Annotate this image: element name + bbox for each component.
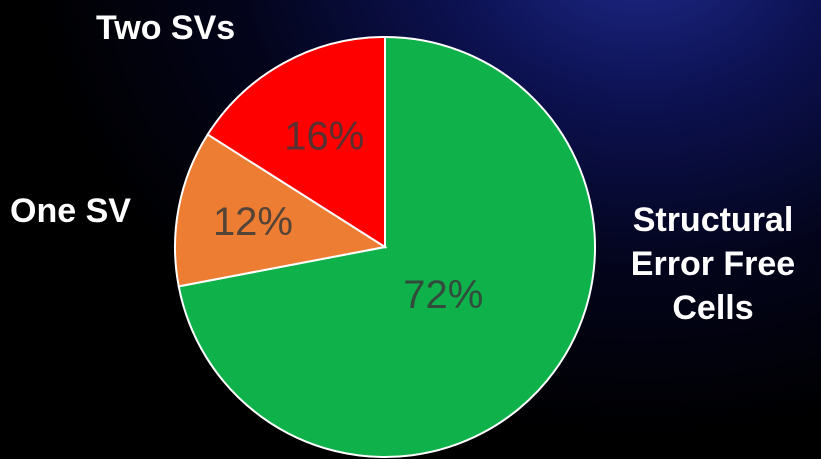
pie-slice-one-sv xyxy=(174,133,388,288)
category-label-two-svs: Two SVs xyxy=(96,9,236,47)
pie-slice-two-svs xyxy=(206,35,386,249)
value-label-structural-error-free-cells: 72% xyxy=(403,273,483,317)
value-label-two-svs: 16% xyxy=(284,115,364,159)
category-label-structural-error-free-cells: Structural Error Free Cells xyxy=(630,201,796,327)
category-label-one-sv: One SV xyxy=(10,192,131,230)
value-label-one-sv: 12% xyxy=(213,200,293,244)
